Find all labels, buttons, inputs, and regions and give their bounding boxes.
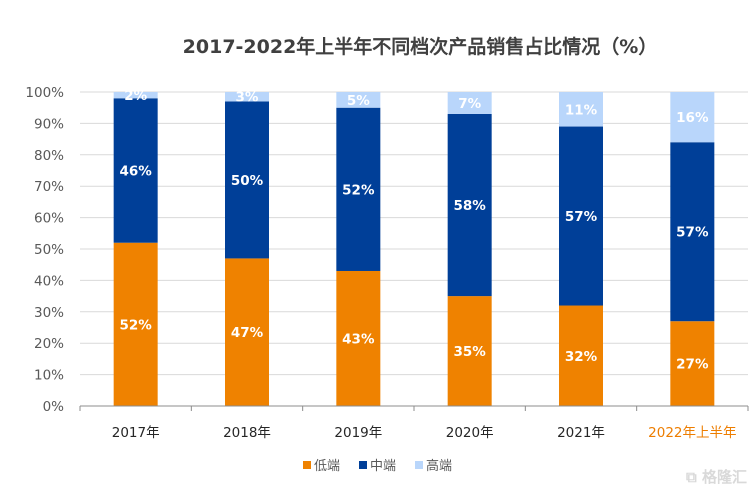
y-axis-ticks: 0% 10% 20% 30% 40% 50% 60% 70% 80% 90% 100% [25, 85, 64, 415]
data-label: 47% [231, 325, 264, 341]
bar-segment [670, 142, 715, 322]
legend-label: 低端 [314, 459, 340, 474]
legend: 低端 中端 高端 [303, 458, 452, 474]
data-label: 52% [120, 317, 153, 333]
y-tick-label: 90% [34, 116, 64, 132]
legend-swatch [303, 461, 311, 469]
bar-segment [225, 258, 269, 406]
bar-segment [559, 126, 603, 306]
data-label: 16% [676, 110, 709, 126]
data-label: 11% [565, 102, 598, 118]
data-label: 35% [454, 344, 487, 360]
watermark-logo: ⧉ 格隆汇 [686, 466, 747, 487]
data-label: 27% [676, 357, 709, 373]
y-tick-label: 60% [34, 211, 64, 227]
y-tick-label: 10% [34, 368, 64, 384]
bar-segment [225, 101, 269, 259]
chart-title: 2017-2022年上半年不同档次产品销售占比情况（%） [182, 36, 658, 58]
data-label: 46% [120, 164, 153, 180]
y-tick-label: 0% [43, 399, 65, 415]
data-label: 3% [236, 90, 259, 106]
bar-segment [336, 107, 381, 271]
data-label: 52% [342, 182, 375, 198]
bar-segment [670, 92, 715, 143]
data-label: 50% [231, 173, 264, 189]
data-label: 57% [565, 209, 598, 225]
x-tick-label: 2019年 [334, 425, 382, 441]
y-tick-label: 30% [34, 305, 64, 321]
data-label: 58% [454, 198, 487, 214]
data-label: 57% [676, 225, 709, 241]
data-label: 43% [342, 331, 375, 347]
y-tick-label: 20% [34, 336, 64, 352]
x-tick-label: 2020年 [446, 425, 494, 441]
y-tick-label: 40% [34, 273, 64, 289]
bar-segment [670, 321, 715, 406]
bar-segment [447, 92, 492, 114]
y-tick-label: 100% [25, 85, 64, 101]
watermark-icon: ⧉ [686, 468, 697, 486]
x-axis: 2017年 2018年 2019年 2020年 2021年 2022年上半年 [79, 405, 749, 441]
x-tick-label: 2022年上半年 [648, 425, 736, 441]
legend-label: 中端 [370, 459, 396, 474]
bar-segment [113, 98, 158, 243]
gridlines [80, 91, 748, 376]
data-label: 7% [458, 96, 481, 112]
data-label: 2% [124, 88, 147, 104]
legend-swatch [415, 461, 423, 469]
data-label: 32% [565, 349, 598, 365]
watermark-text: 格隆汇 [701, 468, 747, 486]
bar-segment [225, 92, 269, 102]
bar-segment [559, 92, 603, 127]
bar-segment [336, 270, 381, 406]
bar-segment [113, 242, 158, 406]
y-tick-label: 70% [34, 179, 64, 195]
legend-label: 高端 [426, 458, 452, 474]
bar-segment [113, 92, 158, 99]
x-tick-label: 2017年 [112, 425, 160, 441]
legend-swatch [359, 461, 367, 469]
y-tick-label: 50% [34, 242, 64, 258]
bar-segment [559, 305, 603, 406]
data-label: 5% [347, 93, 370, 109]
bar-segment [336, 92, 381, 108]
bar-segment [447, 296, 492, 406]
bars: 52% 46% 2% 47% 50% 3% 43% 52% 5% 35% 58% 7% 32% 57% 11… [113, 88, 715, 406]
x-tick-label: 2021年 [557, 425, 605, 441]
y-tick-label: 80% [34, 148, 64, 164]
bar-segment [447, 113, 492, 297]
x-tick-label: 2018年 [223, 425, 271, 441]
